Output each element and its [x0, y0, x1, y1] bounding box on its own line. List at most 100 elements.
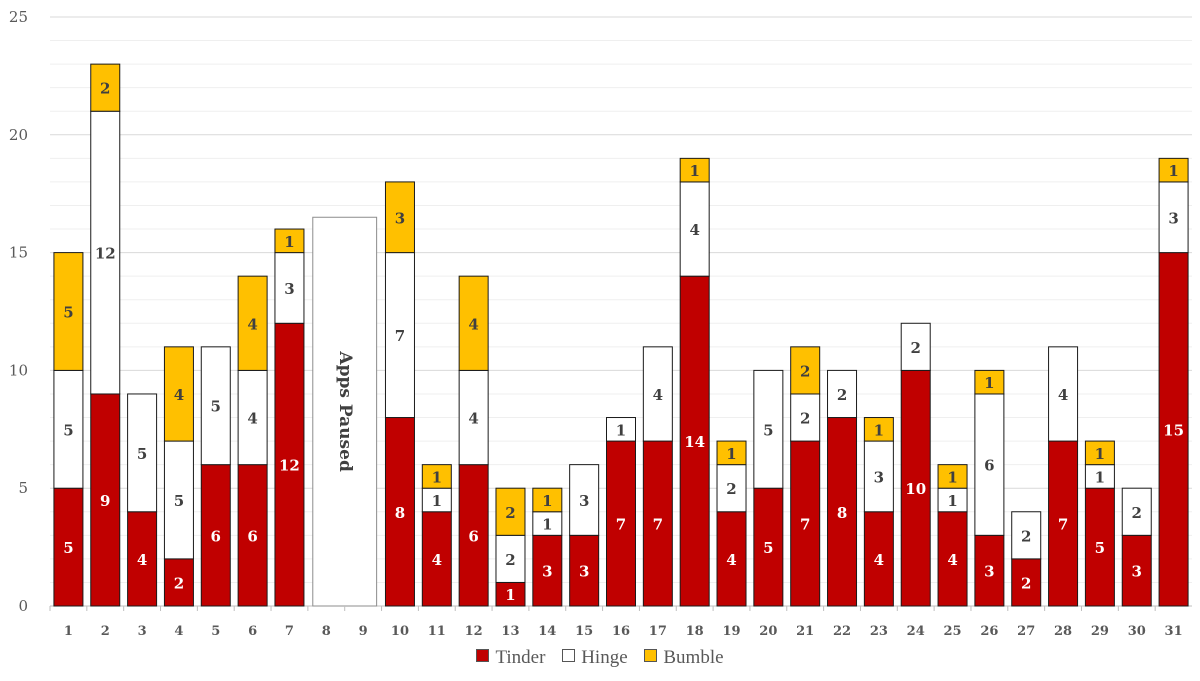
- bar-segment-tinder: [679, 275, 710, 607]
- y-tick-label: 0: [18, 597, 28, 615]
- data-label-bumble: 1: [984, 374, 994, 392]
- bar-segment-hinge: [384, 252, 415, 419]
- data-label-hinge: 3: [1168, 209, 1178, 227]
- legend-label-bumble: Bumble: [663, 647, 724, 668]
- x-tick-label: 16: [612, 624, 630, 639]
- bar-segment-bumble: [384, 181, 415, 254]
- bar-segment-tinder: [458, 464, 489, 607]
- apps-paused-box: [312, 216, 378, 607]
- data-label-hinge: 1: [947, 492, 957, 510]
- y-tick-label: 25: [9, 8, 28, 26]
- bar-segment-tinder: [384, 417, 415, 607]
- bar-segment-hinge: [237, 369, 268, 466]
- x-tick-label: 1: [64, 624, 73, 639]
- bar-segment-bumble: [790, 346, 821, 395]
- bar-segment-hinge: [900, 322, 931, 371]
- x-tick-label: 13: [501, 624, 519, 639]
- x-tick-label: 6: [248, 624, 257, 639]
- bar-segment-bumble: [495, 487, 526, 536]
- bar-segment-bumble: [53, 252, 84, 371]
- bar-segment-hinge: [458, 369, 489, 466]
- bar-segment-tinder: [1121, 534, 1152, 607]
- legend-label-hinge: Hinge: [581, 647, 628, 668]
- data-label-tinder: 4: [947, 551, 957, 569]
- x-tick-label: 19: [722, 624, 740, 639]
- x-tick-label: 8: [322, 624, 331, 639]
- x-tick-label: 11: [428, 624, 446, 639]
- bar-segment-hinge: [495, 534, 526, 583]
- data-label-bumble: 1: [432, 468, 442, 486]
- x-tick-label: 3: [138, 624, 147, 639]
- bar-segment-hinge: [127, 393, 158, 513]
- bar-segment-hinge: [974, 393, 1005, 536]
- legend-swatch-bumble: [644, 649, 658, 662]
- y-tick-label: 10: [9, 361, 28, 379]
- x-tick-label: 14: [538, 624, 556, 639]
- bar-segment-hinge: [1048, 346, 1079, 442]
- data-label-tinder: 6: [247, 527, 257, 545]
- data-label-bumble: 5: [63, 304, 73, 322]
- data-label-hinge: 2: [837, 386, 847, 404]
- x-tick-label: 10: [391, 624, 409, 639]
- x-tick-label: 25: [944, 624, 962, 639]
- data-label-tinder: 4: [874, 551, 884, 569]
- data-label-hinge: 1: [616, 421, 626, 439]
- bar-segment-tinder: [937, 511, 968, 607]
- x-tick-label: 2: [101, 624, 110, 639]
- data-label-bumble: 1: [874, 421, 884, 439]
- data-label-tinder: 2: [1021, 574, 1031, 592]
- data-label-tinder: 6: [211, 527, 221, 545]
- bar-segment-tinder: [569, 534, 600, 607]
- x-tick-label: 28: [1054, 624, 1072, 639]
- data-label-hinge: 1: [542, 516, 552, 534]
- data-label-hinge: 5: [763, 421, 773, 439]
- bar-segment-tinder: [237, 464, 268, 607]
- legend-swatch-hinge: [562, 649, 576, 662]
- data-label-bumble: 1: [947, 468, 957, 486]
- bar-segment-hinge: [53, 369, 84, 489]
- data-label-tinder: 8: [395, 504, 405, 522]
- legend-item-tinder: Tinder: [476, 647, 545, 669]
- bar-segment-hinge: [569, 464, 600, 536]
- x-tick-label: 29: [1091, 624, 1109, 639]
- bar-segment-hinge: [827, 369, 858, 419]
- data-label-tinder: 3: [984, 563, 994, 581]
- bar-segment-tinder: [827, 417, 858, 607]
- data-label-bumble: 2: [100, 80, 110, 98]
- bar-segment-hinge: [90, 110, 121, 395]
- y-tick-label: 5: [18, 479, 28, 497]
- bar-segment-tinder: [716, 511, 747, 607]
- apps-paused-label: Apps Paused: [335, 350, 355, 472]
- bar-segment-bumble: [937, 464, 968, 489]
- bar-segment-tinder: [421, 511, 452, 607]
- bar-segment-hinge: [1121, 487, 1152, 536]
- bar-segment-bumble: [274, 228, 305, 254]
- data-label-bumble: 1: [726, 445, 736, 463]
- data-label-tinder: 12: [279, 457, 300, 475]
- legend-item-hinge: Hinge: [562, 647, 628, 669]
- data-label-hinge: 2: [726, 480, 736, 498]
- data-label-hinge: 2: [800, 410, 810, 428]
- x-tick-label: 27: [1017, 624, 1035, 639]
- bar-segment-bumble: [863, 417, 894, 442]
- bar-segment-tinder: [163, 558, 194, 607]
- bar-segment-tinder: [53, 487, 84, 607]
- bar-segment-hinge: [863, 440, 894, 513]
- data-label-tinder: 5: [1095, 539, 1105, 557]
- data-label-hinge: 7: [395, 327, 405, 345]
- data-label-tinder: 4: [432, 551, 442, 569]
- data-label-tinder: 7: [653, 516, 663, 534]
- data-label-tinder: 2: [174, 574, 184, 592]
- y-tick-label: 15: [9, 244, 28, 262]
- data-label-hinge: 4: [468, 410, 478, 428]
- data-label-tinder: 4: [726, 551, 736, 569]
- data-label-hinge: 2: [1132, 504, 1142, 522]
- x-tick-label: 12: [465, 624, 483, 639]
- bar-segment-hinge: [716, 464, 747, 513]
- bar-segment-bumble: [532, 487, 563, 513]
- x-tick-label: 26: [980, 624, 998, 639]
- x-tick-label: 30: [1128, 624, 1146, 639]
- x-tick-label: 15: [575, 624, 593, 639]
- data-label-bumble: 1: [1095, 445, 1105, 463]
- data-label-hinge: 12: [95, 245, 116, 263]
